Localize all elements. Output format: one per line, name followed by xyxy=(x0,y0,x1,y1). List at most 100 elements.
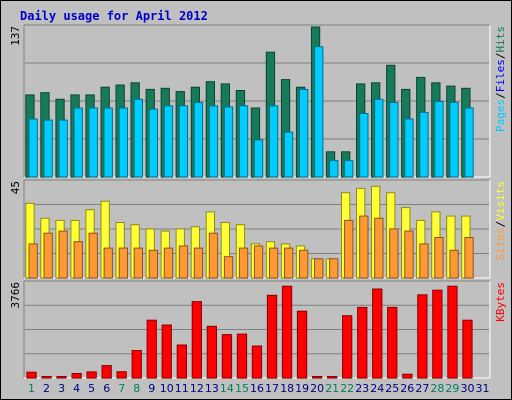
bar-pages-day-30 xyxy=(464,107,474,178)
bar-kbytes-day-7 xyxy=(116,371,127,379)
day-label-7: 7 xyxy=(118,382,125,395)
day-label-21: 21 xyxy=(325,382,339,395)
bar-kbytes-day-13 xyxy=(206,325,217,379)
bar-pages-day-27 xyxy=(419,111,429,178)
bar-sites-day-9 xyxy=(148,249,158,279)
bar-kbytes-day-15 xyxy=(236,333,248,379)
day-label-3: 3 xyxy=(58,382,65,395)
bar-pages-day-25 xyxy=(389,102,399,178)
day-label-17: 17 xyxy=(265,382,279,395)
bar-pages-day-16 xyxy=(253,139,264,178)
bar-kbytes-day-1 xyxy=(26,371,37,379)
bar-sites-day-2 xyxy=(43,232,53,279)
day-label-25: 25 xyxy=(385,382,399,395)
legend-files: Files xyxy=(494,59,507,92)
bar-pages-day-7 xyxy=(118,107,128,178)
bar-kbytes-day-19 xyxy=(296,310,308,379)
bar-sites-day-25 xyxy=(389,228,399,279)
bar-pages-day-21 xyxy=(329,160,339,178)
bar-kbytes-day-11 xyxy=(176,344,187,379)
bar-pages-day-6 xyxy=(103,107,113,178)
bar-sites-day-7 xyxy=(118,247,128,279)
legend-separator: / xyxy=(494,92,507,99)
bar-kbytes-day-29 xyxy=(447,285,458,379)
bar-sites-day-15 xyxy=(238,247,249,279)
bar-kbytes-day-8 xyxy=(131,350,142,379)
bar-sites-day-22 xyxy=(344,219,354,279)
bar-kbytes-day-14 xyxy=(221,334,233,379)
panel-3-ymax-label: 3766 xyxy=(9,282,22,309)
bar-kbytes-day-12 xyxy=(191,301,202,379)
bar-sites-day-28 xyxy=(434,237,444,279)
day-label-22: 22 xyxy=(340,382,354,395)
bar-kbytes-day-22 xyxy=(342,315,353,379)
bar-kbytes-day-2 xyxy=(41,376,52,379)
bar-kbytes-day-16 xyxy=(251,345,263,379)
bar-pages-day-26 xyxy=(404,118,414,178)
day-label-24: 24 xyxy=(370,382,384,395)
bar-pages-day-29 xyxy=(449,102,459,178)
day-label-15: 15 xyxy=(235,382,249,395)
bar-pages-day-12 xyxy=(193,102,204,178)
day-label-11: 11 xyxy=(175,382,189,395)
bar-pages-day-5 xyxy=(88,107,98,178)
bar-kbytes-day-18 xyxy=(281,285,293,379)
day-label-2: 2 xyxy=(43,382,50,395)
bar-pages-day-3 xyxy=(58,119,68,178)
legend-kbytes: KBytes xyxy=(494,282,507,322)
legend-sites: Sites xyxy=(494,227,507,260)
bar-sites-day-1 xyxy=(28,243,38,279)
bar-sites-day-12 xyxy=(193,247,204,279)
panel-2-legend: Sites/Visits xyxy=(494,181,507,261)
bar-sites-day-21 xyxy=(329,258,339,279)
bar-sites-day-8 xyxy=(133,247,143,279)
bar-sites-day-20 xyxy=(314,258,324,279)
legend-hits: Hits xyxy=(494,26,507,53)
day-label-5: 5 xyxy=(88,382,95,395)
bar-pages-day-17 xyxy=(269,105,279,178)
panel-1-ymax-label: 137 xyxy=(9,26,22,46)
day-label-27: 27 xyxy=(415,382,429,395)
bar-pages-day-23 xyxy=(359,113,369,178)
bar-sites-day-3 xyxy=(58,230,68,279)
day-label-19: 19 xyxy=(295,382,309,395)
bar-sites-day-5 xyxy=(88,232,98,279)
bar-kbytes-day-24 xyxy=(372,288,383,379)
bar-pages-day-22 xyxy=(344,160,354,178)
bar-kbytes-day-5 xyxy=(86,371,97,379)
panel-3-legend: KBytes xyxy=(494,282,507,322)
day-label-31: 31 xyxy=(476,382,490,395)
bar-kbytes-day-30 xyxy=(462,319,473,379)
bar-sites-day-10 xyxy=(163,247,174,279)
legend-pages: Pages xyxy=(494,99,507,132)
panel-1-legend: Pages/Files/Hits xyxy=(494,26,507,132)
bar-kbytes-day-20 xyxy=(312,376,323,379)
bar-sites-day-29 xyxy=(449,249,459,279)
bar-pages-day-19 xyxy=(299,88,309,178)
day-label-28: 28 xyxy=(430,382,444,395)
bar-sites-day-4 xyxy=(73,241,83,279)
day-label-18: 18 xyxy=(280,382,294,395)
chart-title: Daily usage for April 2012 xyxy=(20,9,208,23)
bar-sites-day-11 xyxy=(178,245,189,279)
day-label-4: 4 xyxy=(73,382,80,395)
day-label-12: 12 xyxy=(190,382,204,395)
bar-kbytes-day-23 xyxy=(357,306,368,379)
legend-visits: Visits xyxy=(494,181,507,221)
bar-pages-day-11 xyxy=(178,105,189,178)
bar-kbytes-day-21 xyxy=(327,376,338,379)
bar-pages-day-28 xyxy=(434,101,444,178)
bar-pages-day-15 xyxy=(238,105,249,178)
bar-kbytes-day-17 xyxy=(266,294,278,379)
day-label-9: 9 xyxy=(148,382,155,395)
bar-kbytes-day-28 xyxy=(432,289,443,379)
bar-kbytes-day-25 xyxy=(387,306,398,379)
day-label-14: 14 xyxy=(220,382,234,395)
bar-pages-day-24 xyxy=(374,98,384,178)
day-label-30: 30 xyxy=(461,382,475,395)
bar-pages-day-9 xyxy=(148,108,158,178)
day-label-16: 16 xyxy=(250,382,264,395)
bar-kbytes-day-9 xyxy=(146,319,157,379)
day-label-8: 8 xyxy=(133,382,140,395)
